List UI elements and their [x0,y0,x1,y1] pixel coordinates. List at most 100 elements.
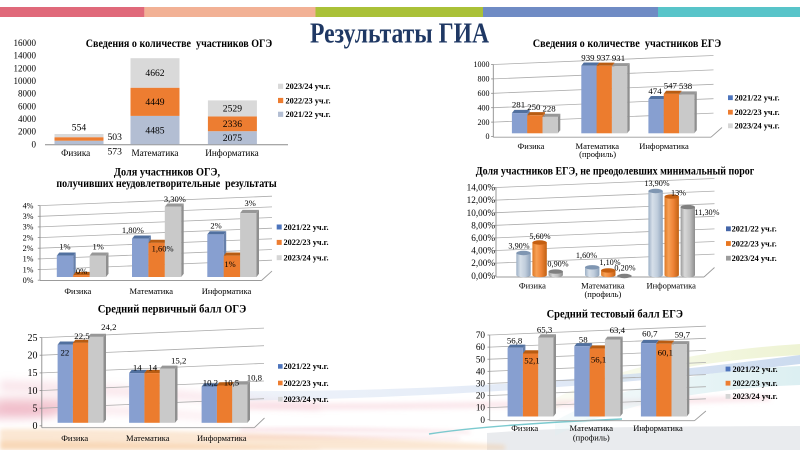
svg-text:2023/24 уч.г.: 2023/24 уч.г. [732,254,777,263]
svg-text:250: 250 [527,102,541,112]
svg-text:3,90%: 3,90% [508,241,529,250]
svg-text:2021/22 уч.г.: 2021/22 уч.г. [284,362,329,371]
svg-text:1%: 1% [59,241,70,251]
svg-text:10,5: 10,5 [224,378,240,388]
svg-text:2022/23 уч.г.: 2022/23 уч.г. [284,379,329,388]
svg-text:Информатика: Информатика [639,141,689,151]
svg-text:2000: 2000 [18,127,37,137]
svg-text:4,00%: 4,00% [471,246,495,256]
svg-text:931: 931 [612,53,625,63]
svg-text:1,10%: 1,10% [599,258,620,267]
svg-text:60: 60 [476,342,486,352]
svg-text:2022/23 уч.г.: 2022/23 уч.г. [284,238,329,247]
svg-text:1000: 1000 [474,60,490,69]
svg-text:Физика: Физика [64,286,91,296]
svg-text:5,60%: 5,60% [529,232,550,241]
svg-text:474: 474 [648,86,662,96]
svg-text:2336: 2336 [223,119,242,130]
svg-text:15,2: 15,2 [171,356,186,366]
svg-text:400: 400 [478,103,490,112]
svg-text:56,1: 56,1 [591,355,606,365]
svg-text:Средний тестовый балл ЕГЭ: Средний тестовый балл ЕГЭ [547,309,684,321]
svg-text:6000: 6000 [18,101,37,111]
svg-text:3%: 3% [23,223,34,232]
svg-text:2022/23 уч.г.: 2022/23 уч.г. [735,108,780,117]
svg-text:0%: 0% [23,276,34,285]
svg-text:10,2: 10,2 [203,378,218,388]
svg-text:200: 200 [478,118,490,127]
svg-text:50: 50 [476,354,486,364]
svg-text:538: 538 [679,81,693,91]
svg-text:Доля участников ЕГЭ, не преодо: Доля участников ЕГЭ, не преодолевших мин… [476,165,755,177]
svg-text:1%: 1% [23,255,34,264]
svg-text:(профиль): (профиль) [579,149,616,159]
svg-text:1%: 1% [23,265,34,274]
svg-text:3%: 3% [23,212,34,221]
svg-text:2023/24 уч.г.: 2023/24 уч.г. [286,82,331,91]
svg-text:11,30%: 11,30% [695,208,720,217]
svg-text:0: 0 [480,415,485,425]
svg-text:30: 30 [476,379,486,389]
svg-text:2021/22 уч.г.: 2021/22 уч.г. [732,225,777,234]
svg-text:800: 800 [478,75,490,84]
svg-text:547: 547 [664,81,678,91]
svg-text:4662: 4662 [145,68,164,79]
svg-text:2023/24 уч.г.: 2023/24 уч.г. [284,395,329,404]
svg-text:59,7: 59,7 [675,330,691,340]
svg-text:0: 0 [33,421,38,432]
svg-text:2021/22 уч.г.: 2021/22 уч.г. [284,223,329,232]
svg-text:Физика: Физика [61,433,88,443]
svg-text:Математика: Математика [130,286,174,296]
svg-text:Физика: Физика [511,423,538,433]
svg-text:40: 40 [476,366,486,376]
svg-text:2023/24 уч.г.: 2023/24 уч.г. [284,254,329,263]
svg-text:Математика: Математика [576,141,620,151]
svg-text:Математика: Математика [570,423,614,433]
svg-text:Математика: Математика [131,148,178,158]
svg-text:10: 10 [476,403,486,413]
svg-text:12,00%: 12,00% [467,195,496,205]
svg-text:14000: 14000 [14,51,37,61]
svg-text:Сведения о количестве участни: Сведения о количестве участников ЕГЭ [533,38,722,50]
svg-text:4449: 4449 [145,97,164,108]
svg-text:58: 58 [579,335,588,345]
svg-text:10: 10 [28,386,38,397]
svg-text:0,20%: 0,20% [614,264,635,273]
svg-text:0,90%: 0,90% [547,260,568,269]
svg-text:22,5: 22,5 [74,331,90,341]
svg-text:Информатика: Информатика [205,148,258,158]
svg-text:65,3: 65,3 [537,324,553,334]
svg-text:228: 228 [542,104,556,114]
svg-text:937: 937 [597,52,611,62]
svg-text:14,00%: 14,00% [467,183,496,193]
svg-text:0: 0 [486,132,490,141]
svg-text:Физика: Физика [519,280,546,290]
svg-text:15: 15 [28,368,38,379]
svg-text:554: 554 [72,123,87,134]
svg-text:2%: 2% [23,244,34,253]
svg-text:503: 503 [108,132,123,143]
svg-text:1%: 1% [224,259,235,269]
svg-text:Средний первичный балл ОГЭ: Средний первичный балл ОГЭ [98,304,247,316]
svg-text:8000: 8000 [18,89,37,99]
svg-text:2%: 2% [210,221,221,231]
svg-text:10,8: 10,8 [247,373,263,383]
svg-text:6,00%: 6,00% [471,233,495,243]
svg-text:3,30%: 3,30% [164,194,186,204]
svg-text:2022/23 уч.г.: 2022/23 уч.г. [733,379,778,388]
svg-text:4485: 4485 [145,125,164,136]
svg-text:14: 14 [148,363,157,373]
svg-text:1%: 1% [93,241,104,251]
svg-text:1,60%: 1,60% [576,251,597,260]
svg-text:(профиль): (профиль) [584,289,621,299]
svg-text:3%: 3% [245,198,256,208]
svg-text:20: 20 [476,391,486,401]
svg-text:4000: 4000 [18,114,37,124]
svg-text:2023/24 уч.г.: 2023/24 уч.г. [733,392,778,401]
svg-text:Математика: Математика [581,280,625,290]
svg-text:573: 573 [108,146,123,157]
svg-text:60,7: 60,7 [642,329,658,339]
svg-text:10,00%: 10,00% [467,208,496,218]
svg-text:Физика: Физика [61,148,90,158]
svg-text:2075: 2075 [223,133,242,144]
